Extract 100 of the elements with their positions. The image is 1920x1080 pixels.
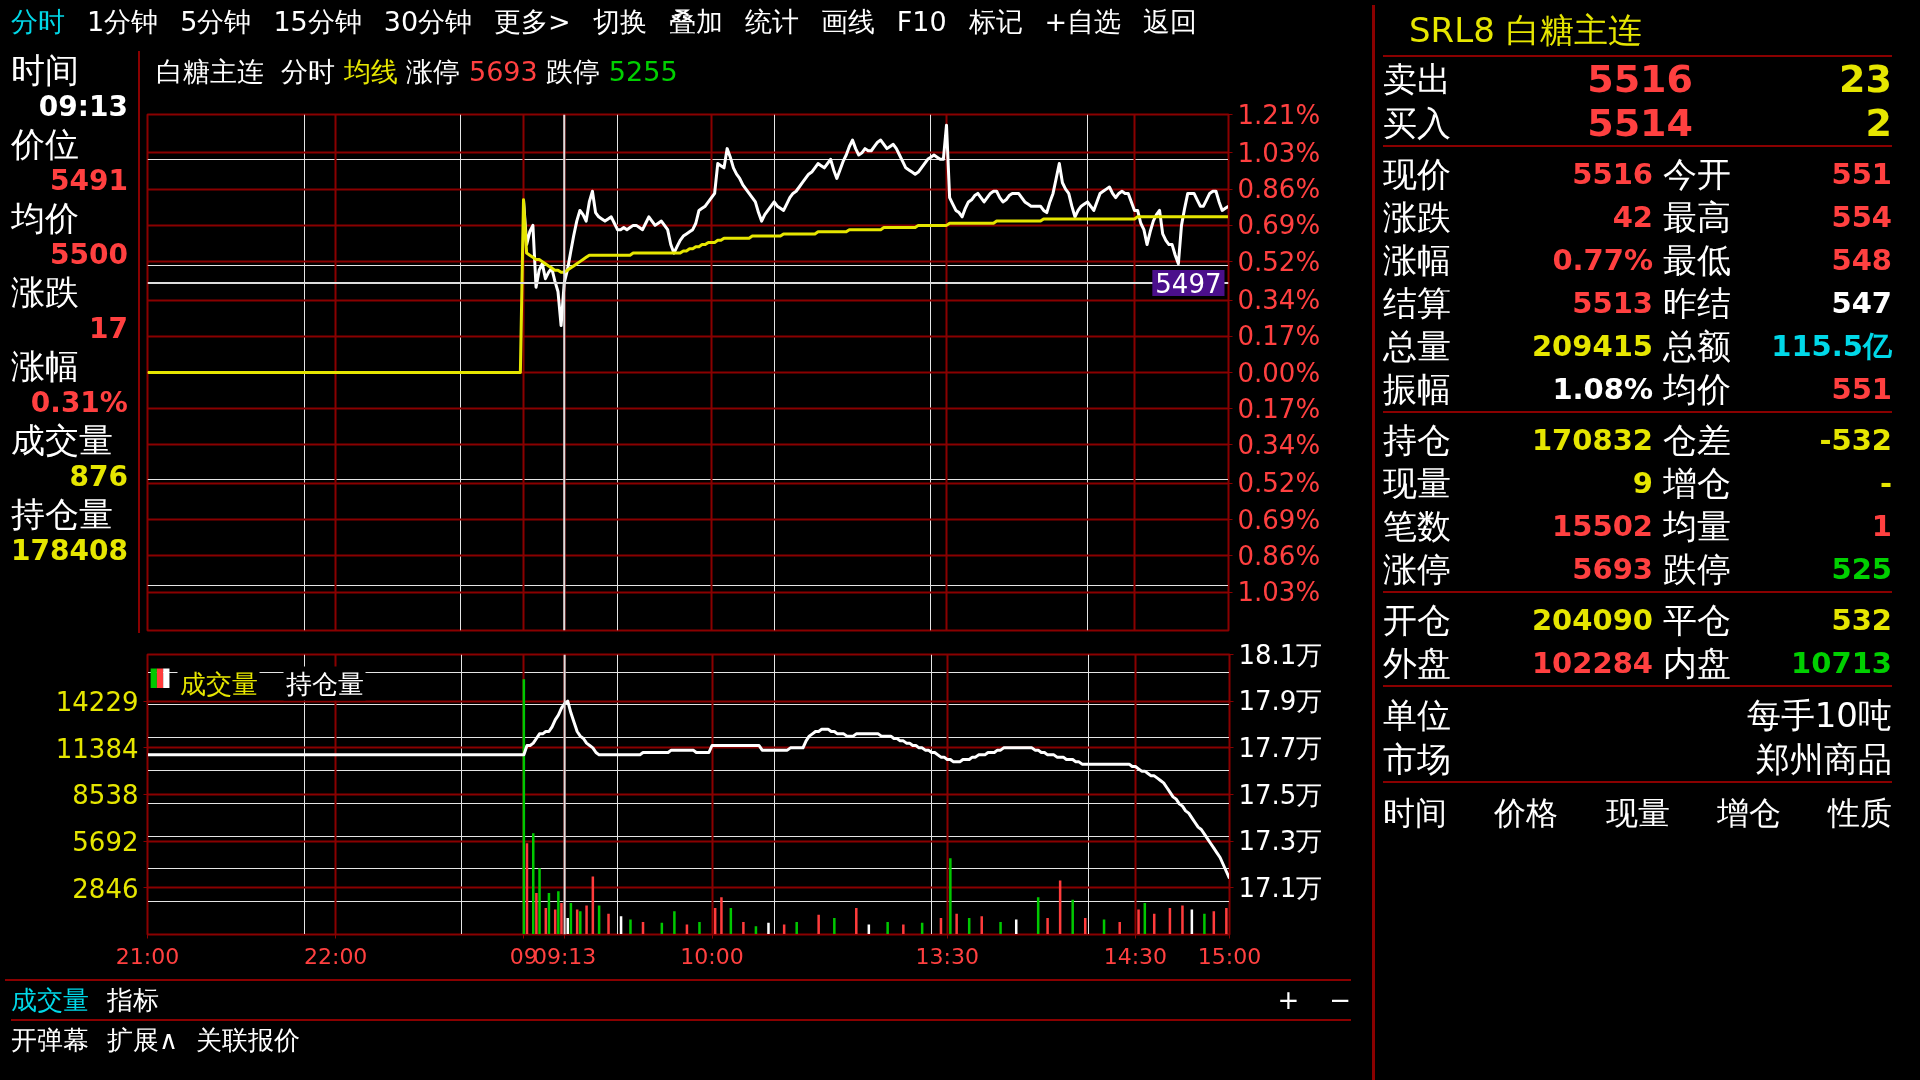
text: 增仓 [1662, 462, 1732, 505]
text: 42 [1611, 199, 1653, 236]
text: 876 [68, 459, 128, 495]
text: 切换 [592, 6, 647, 37]
text: 1.08% [1551, 371, 1653, 408]
y-tick-label: 0.52% [1237, 246, 1321, 277]
y-tick-label: 0.34% [1237, 430, 1321, 460]
y-tick-label: 1.21% [1237, 99, 1321, 130]
y-tick-label: 5692 [72, 827, 139, 858]
x-tick-label: 13:30 [915, 943, 979, 969]
text: 547 [1830, 285, 1892, 322]
text: 涨幅 [11, 346, 80, 386]
text: 关联报价 [196, 1025, 301, 1055]
text: 涨停 [406, 56, 461, 87]
text: 5516 [1586, 57, 1693, 101]
text: 均量 [1662, 505, 1732, 548]
text: 画线 [820, 6, 875, 37]
text: 15分钟 [273, 6, 362, 37]
y-tick-label: 1.03% [1237, 577, 1321, 608]
text: 内盘 [1662, 642, 1732, 685]
y-tick-label: 2846 [72, 873, 139, 904]
annotation: 5497 [1155, 268, 1222, 299]
text: 2 [1864, 101, 1892, 145]
y2-tick-label: 17.9万 [1238, 686, 1323, 717]
text: 持仓量 [11, 494, 114, 534]
y-tick-label: 1.03% [1237, 137, 1321, 168]
text: 最低 [1662, 239, 1732, 282]
text: 统计 [744, 6, 799, 37]
text: 均价 [11, 198, 80, 238]
text: 1 [1870, 508, 1892, 545]
text: 17 [87, 311, 128, 347]
text: 卖出 [1383, 58, 1452, 101]
text: 持仓量 [285, 668, 364, 699]
text: 5514 [1586, 101, 1693, 145]
text: -532 [1818, 422, 1892, 459]
text: 涨跌 [11, 272, 80, 312]
text: 5255 [608, 56, 678, 87]
text: 30分钟 [383, 6, 473, 37]
y2-tick-label: 17.7万 [1238, 732, 1323, 763]
text: 5516 [1571, 156, 1653, 193]
y-tick-label: 0.17% [1237, 321, 1321, 352]
text: 结算 [1383, 282, 1452, 325]
text: + [1277, 985, 1300, 1015]
text: 548 [1830, 242, 1892, 279]
y-tick-label: 11384 [55, 733, 139, 764]
text: 更多> [494, 6, 571, 37]
chart-title: 白糖主连 [156, 56, 264, 87]
text: 标记 [968, 6, 1023, 37]
text: 返回 [1143, 6, 1198, 37]
y2-tick-label: 17.1万 [1238, 872, 1323, 903]
text: 551 [1830, 371, 1892, 408]
text: 5693 [468, 56, 538, 87]
y2-tick-label: 18.1万 [1238, 639, 1323, 670]
text: 5693 [1571, 551, 1653, 588]
x-tick-label: 21:00 [115, 943, 180, 969]
legend-label: 成交量 [179, 668, 258, 699]
text: 最高 [1662, 196, 1732, 239]
text: F10 [896, 6, 947, 37]
text: 0.77% [1551, 242, 1653, 279]
text: 成交量 [11, 985, 89, 1015]
text: 开弹幕 [11, 1025, 89, 1055]
y-tick-label: 0.52% [1237, 468, 1321, 499]
text: 平仓 [1662, 599, 1732, 642]
text: 郑州商品 [1755, 738, 1892, 781]
text: 均价 [1662, 368, 1732, 411]
text: - [1878, 465, 1892, 502]
text: 23 [1838, 57, 1892, 101]
text: 均线 [343, 56, 398, 87]
text: 仓差 [1662, 419, 1732, 462]
text: 增仓 [1716, 793, 1781, 834]
text: 单位 [1383, 694, 1452, 737]
text: SRL8 白糖主连 [1383, 5, 1892, 57]
y-tick-label: 8538 [72, 780, 139, 811]
text: 叠加 [668, 6, 723, 37]
y-tick-label: 0.69% [1237, 504, 1321, 535]
text: +自选 [1044, 6, 1122, 37]
text: 102284 [1530, 645, 1653, 682]
text: 涨幅 [1383, 239, 1452, 282]
y-tick-label: 0.17% [1237, 393, 1321, 424]
text: 5491 [48, 163, 128, 199]
text: 5500 [48, 237, 128, 273]
text: 涨停 [1383, 548, 1452, 591]
text: 115.5亿 [1770, 328, 1892, 365]
text: 成交量 [11, 420, 114, 460]
y-tick-label: 0.34% [1237, 285, 1321, 315]
text: 9 [1631, 465, 1653, 502]
text: 0.31% [29, 385, 128, 421]
text: − [1329, 985, 1351, 1015]
text: 204090 [1530, 602, 1653, 639]
y-tick-label: 0.00% [1237, 357, 1321, 388]
text: 10713 [1790, 645, 1892, 682]
text: 15502 [1551, 508, 1653, 545]
x-tick-label: 15:00 [1197, 943, 1262, 969]
text: 时间 [11, 50, 80, 90]
text: 525 [1830, 551, 1892, 588]
text: 时间 [1383, 793, 1447, 834]
text: 价格 [1494, 793, 1559, 834]
text: 5分钟 [180, 6, 252, 37]
x-tick-label: 22:00 [303, 943, 368, 969]
text: 209415 [1530, 328, 1653, 365]
